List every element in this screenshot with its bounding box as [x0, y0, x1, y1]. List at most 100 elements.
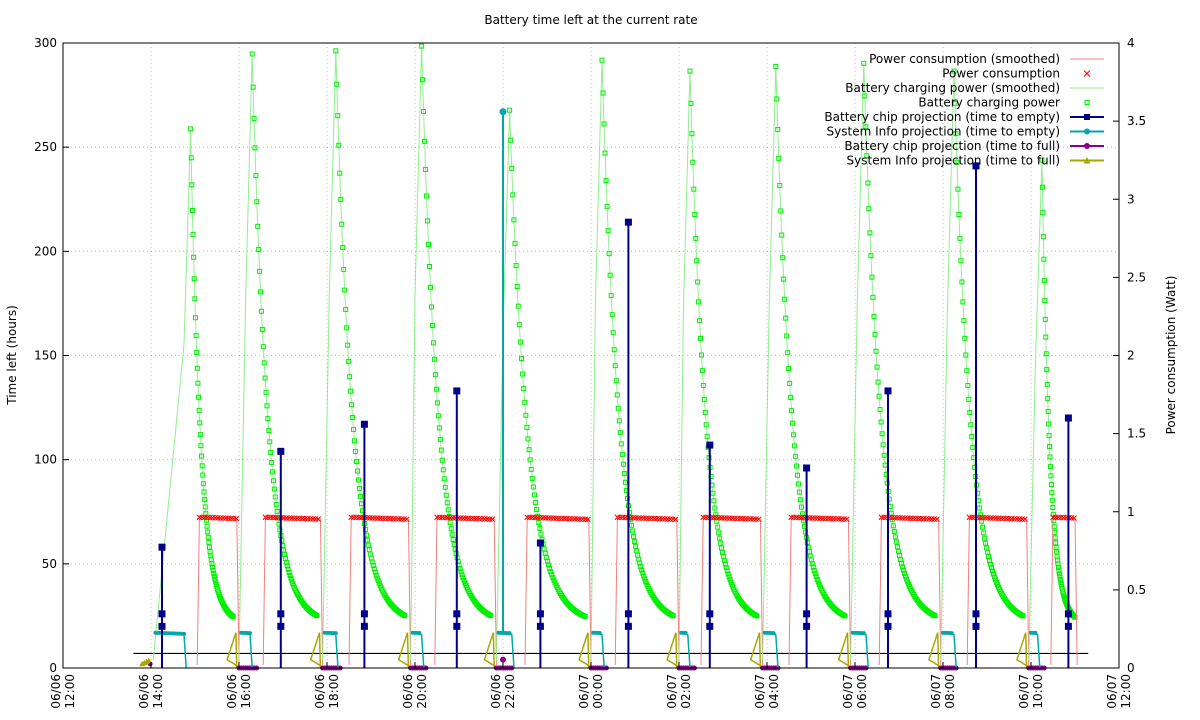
charging-power-point [289, 578, 295, 584]
charging-power-point [981, 530, 987, 536]
charging-power-point [1044, 381, 1050, 387]
charging-power-point [1057, 577, 1063, 583]
charging-power-point [1044, 367, 1050, 373]
charging-power-point [1050, 505, 1056, 511]
charging-power-point [191, 276, 197, 282]
charging-power-point [287, 573, 293, 579]
charging-power-point [1043, 334, 1049, 340]
charging-power-point [812, 571, 818, 577]
charging-power-point [194, 365, 200, 371]
charging-power-point [931, 612, 937, 618]
charging-power-point [343, 307, 349, 313]
chip-empty-point [1064, 622, 1072, 630]
charging-power-point [527, 457, 533, 463]
charging-power-point [1045, 409, 1051, 415]
chip-empty-point [706, 610, 714, 618]
sysinfo-full-line [1016, 632, 1030, 669]
charging-power-point [510, 192, 516, 198]
y-tick-label: 50 [42, 557, 57, 571]
charging-power-point [797, 497, 803, 503]
charging-power-point [271, 486, 277, 492]
sysinfo-full-line [837, 632, 851, 669]
charging-power-point [338, 196, 344, 202]
charging-power-point [508, 137, 514, 143]
sysinfo-full-point [145, 657, 152, 664]
x-tick-label: 06/07 02:00 [665, 674, 693, 709]
charging-power-point [691, 186, 697, 192]
charging-power-point [550, 575, 556, 581]
charging-power-point [1051, 524, 1057, 530]
charging-power-point [700, 382, 706, 388]
charging-power-point [523, 412, 529, 418]
charging-power-point [961, 318, 967, 324]
charging-power-point [774, 96, 780, 102]
charging-power-point [346, 358, 352, 364]
charging-power-point [963, 352, 969, 358]
sysinfo-empty-line [593, 631, 605, 669]
charging-smoothed-line [762, 66, 846, 661]
chip-empty-point [277, 610, 285, 618]
charging-power-point [249, 51, 255, 57]
charging-power-point [205, 529, 211, 535]
charging-power-point [195, 380, 201, 386]
charging-power-point [427, 284, 433, 290]
charging-power-point [1039, 184, 1045, 190]
charging-power-point [633, 543, 639, 549]
charging-power-point [704, 433, 710, 439]
sysinfo-full-line [928, 632, 942, 669]
charging-power-point [1057, 574, 1063, 580]
charging-power-point [516, 322, 522, 328]
x-tick-date: 06/06 [489, 674, 503, 709]
charging-power-point [790, 420, 796, 426]
sysinfo-empty-line [942, 631, 957, 669]
charging-power-point [775, 127, 781, 133]
charging-power-point [352, 438, 358, 444]
sysinfo-full-line [666, 632, 680, 669]
charging-power-point [1041, 277, 1047, 283]
charging-power-point [695, 279, 701, 285]
charging-power-point [261, 360, 267, 366]
charging-power-point [356, 485, 362, 491]
charging-power-point [254, 199, 260, 205]
charging-power-point [434, 400, 440, 406]
charging-power-point [788, 394, 794, 400]
charging-power-point [1020, 613, 1026, 619]
charging-power-point [334, 81, 340, 87]
x-tick-label: 06/07 06:00 [841, 674, 869, 709]
charging-power-point [450, 536, 456, 542]
sysinfo-empty-point [248, 631, 252, 636]
charging-power-point [615, 405, 621, 411]
sysinfo-empty-point [1033, 630, 1038, 635]
legend-label: Battery chip projection (time to full) [844, 139, 1060, 153]
charging-power-point [251, 115, 257, 121]
x-tick-time: 10:00 [1031, 674, 1045, 709]
chart-title: Battery time left at the current rate [484, 13, 697, 27]
charging-power-point [268, 449, 274, 455]
x-tick-label: 06/07 00:00 [577, 674, 605, 709]
charging-power-point [432, 372, 438, 378]
charging-power-point [696, 299, 702, 305]
charging-power-point [871, 313, 877, 319]
chip-empty-point [706, 622, 714, 630]
charging-power-point [348, 388, 354, 394]
chip-empty-point [277, 622, 285, 630]
charging-power-point [966, 396, 972, 402]
charging-power-point [725, 571, 731, 577]
y-tick-label: 250 [34, 140, 57, 154]
charging-power-point [188, 155, 194, 161]
charging-power-point [777, 182, 783, 188]
charging-power-point [967, 409, 973, 415]
charging-power-point [781, 276, 787, 282]
charging-power-point [488, 613, 494, 619]
charging-power-point [190, 232, 196, 238]
charging-power-point [530, 484, 536, 490]
charging-power-point [429, 322, 435, 328]
x-tick-time: 04:00 [767, 674, 781, 709]
charging-power-point [932, 613, 938, 619]
charging-power-point [426, 264, 432, 270]
charging-power-point [514, 283, 520, 289]
charging-power-point [754, 613, 760, 619]
chip-empty-point [972, 162, 980, 170]
charging-power-point [992, 577, 998, 583]
